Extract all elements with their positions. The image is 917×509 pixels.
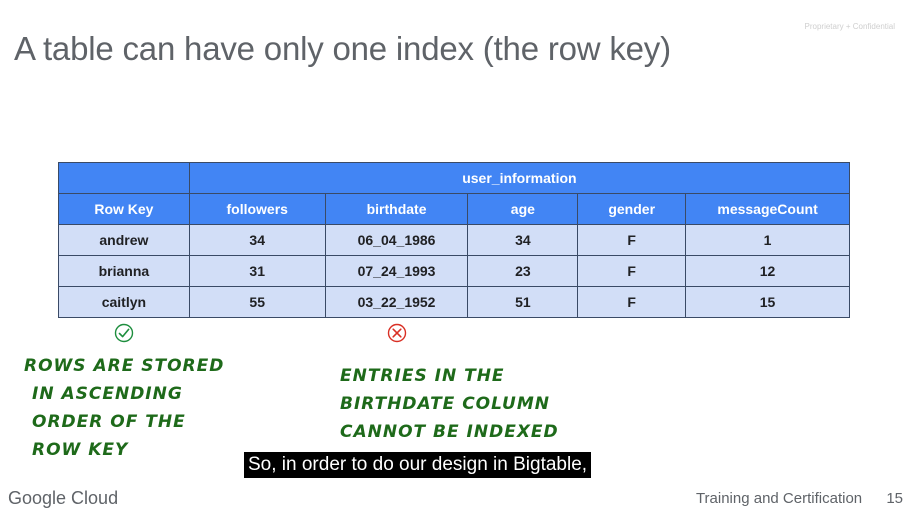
note-line: in ascending <box>32 384 183 404</box>
table-row: brianna 31 07_24_1993 23 F 12 <box>58 255 850 287</box>
table-cell: 31 <box>188 255 326 287</box>
page-number: 15 <box>886 490 903 507</box>
note-line: Rows are stored <box>24 356 225 376</box>
footer-text: Training and Certification <box>695 490 863 507</box>
table-cell: 15 <box>685 286 850 318</box>
birthdate-note: Entries in the birthdate column cannot b… <box>340 362 559 446</box>
table-cell: 1 <box>685 224 850 256</box>
note-line: cannot be indexed <box>340 422 559 442</box>
table-row: caitlyn 55 03_22_1952 51 F 15 <box>58 286 850 318</box>
column-header: messageCount <box>685 193 850 225</box>
group-header-row: user_information <box>58 162 851 194</box>
table-cell: 03_22_1952 <box>324 286 469 318</box>
column-header: Row Key <box>58 193 190 225</box>
x-circle-icon <box>387 323 407 343</box>
table-cell: 51 <box>467 286 579 318</box>
table-cell: 23 <box>467 255 579 287</box>
proprietary-note: Proprietary + Confidential <box>804 22 896 31</box>
slide-title: A table can have only one index (the row… <box>14 30 671 67</box>
table-cell: 34 <box>467 224 579 256</box>
table-cell: 06_04_1986 <box>324 224 469 256</box>
footer-right: Training and Certification 15 <box>696 490 903 507</box>
row-key-cell: caitlyn <box>58 286 190 318</box>
column-family-header: user_information <box>188 162 851 194</box>
table-cell: 34 <box>188 224 326 256</box>
row-key-note: Rows are stored in ascending order of th… <box>24 352 224 464</box>
table-cell: 55 <box>188 286 326 318</box>
empty-corner-cell <box>58 162 190 194</box>
bigtable-table: user_information Row Key followers birth… <box>58 162 851 318</box>
table-cell: 12 <box>685 255 850 287</box>
note-line: Entries in the <box>340 366 505 386</box>
row-key-cell: andrew <box>58 224 190 256</box>
video-caption: So, in order to do our design in Bigtabl… <box>244 452 592 478</box>
column-header: age <box>467 193 579 225</box>
table-cell: F <box>577 286 687 318</box>
table-row: andrew 34 06_04_1986 34 F 1 <box>58 224 850 256</box>
note-line: row key <box>32 440 129 460</box>
column-header: birthdate <box>324 193 469 225</box>
table-cell: F <box>577 224 687 256</box>
google-cloud-logo: Google Cloud <box>8 488 119 508</box>
row-key-cell: brianna <box>58 255 190 287</box>
note-line: birthdate column <box>340 394 550 414</box>
column-header: gender <box>577 193 687 225</box>
table-cell: 07_24_1993 <box>324 255 469 287</box>
column-header: followers <box>188 193 326 225</box>
table-cell: F <box>577 255 687 287</box>
column-header-row: Row Key followers birthdate age gender m… <box>58 193 850 225</box>
check-circle-icon <box>114 323 134 343</box>
note-line: order of the <box>32 412 186 432</box>
